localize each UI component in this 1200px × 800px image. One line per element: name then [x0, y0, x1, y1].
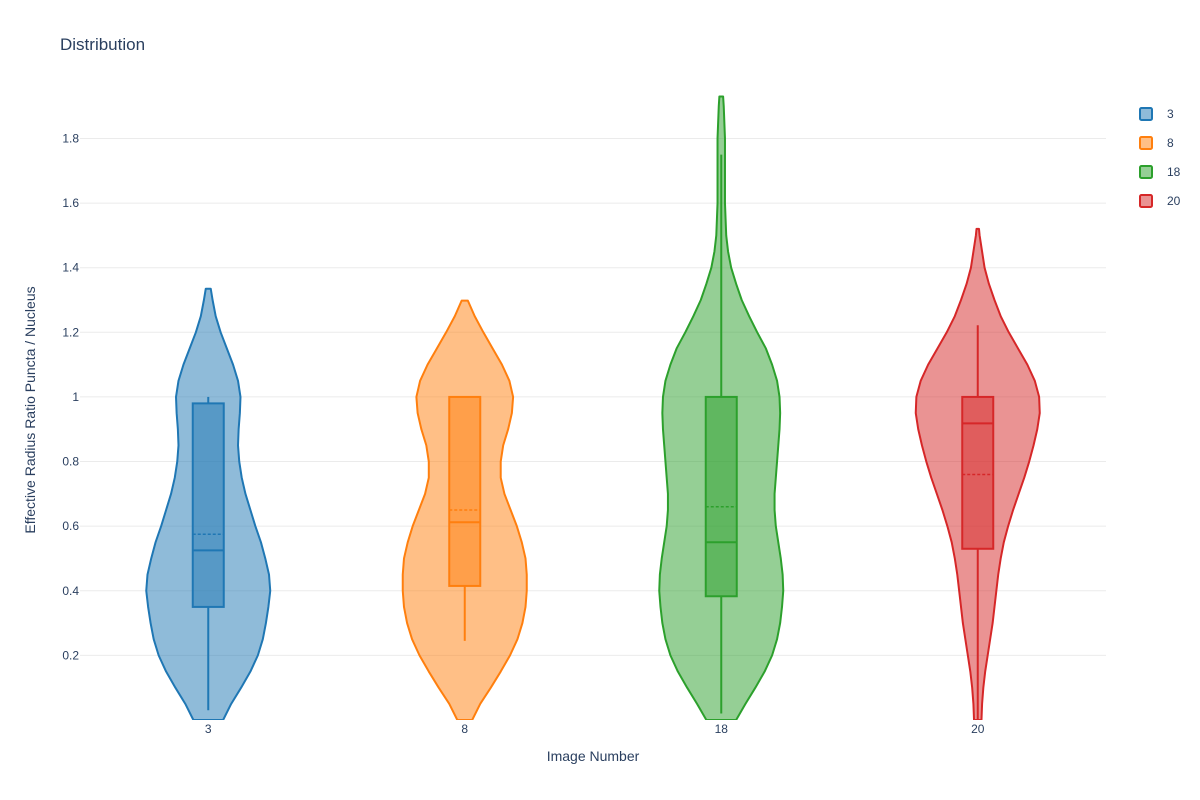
chart-title: Distribution [60, 35, 145, 54]
violin-8 [401, 299, 528, 720]
y-axis-label: Effective Radius Ratio Puncta / Nucleus [22, 286, 38, 533]
legend-swatch [1139, 136, 1153, 150]
box [448, 395, 482, 587]
x-tick-label: 20 [971, 722, 985, 736]
y-axis-ticks: 0.2 0.4 0.6 0.8 1 1.2 1.4 1.6 1.8 [62, 131, 79, 662]
legend-label: 20 [1167, 194, 1181, 208]
y-tick-label: 1.8 [62, 131, 79, 145]
legend-item-3[interactable]: 3 [1139, 107, 1174, 121]
legend-swatch [1139, 165, 1153, 179]
x-tick-label: 8 [461, 722, 468, 736]
legend-label: 18 [1167, 165, 1181, 179]
legend-label: 3 [1167, 107, 1174, 121]
legend: 3 8 18 20 [1139, 107, 1181, 208]
y-tick-label: 1.6 [62, 196, 79, 210]
y-tick-label: 0.6 [62, 519, 79, 533]
y-tick-label: 0.4 [62, 584, 79, 598]
box [961, 395, 995, 550]
legend-swatch [1139, 107, 1153, 121]
y-tick-label: 1 [72, 390, 79, 404]
violin-3 [145, 287, 272, 720]
box [191, 402, 225, 608]
legend-item-20[interactable]: 20 [1139, 194, 1181, 208]
y-tick-label: 0.8 [62, 455, 79, 469]
box [704, 395, 738, 598]
legend-item-18[interactable]: 18 [1139, 165, 1181, 179]
x-tick-label: 18 [715, 722, 729, 736]
y-tick-label: 1.2 [62, 325, 79, 339]
violins [145, 95, 1041, 720]
x-tick-label: 3 [205, 722, 212, 736]
violin-18 [658, 95, 785, 720]
x-axis-ticks: 3 8 18 20 [205, 722, 985, 736]
violin-20 [914, 227, 1041, 720]
legend-swatch [1139, 194, 1153, 208]
y-tick-label: 0.2 [62, 648, 79, 662]
x-axis-label: Image Number [547, 748, 640, 764]
legend-item-8[interactable]: 8 [1139, 136, 1174, 150]
legend-label: 8 [1167, 136, 1174, 150]
y-tick-label: 1.4 [62, 261, 79, 275]
